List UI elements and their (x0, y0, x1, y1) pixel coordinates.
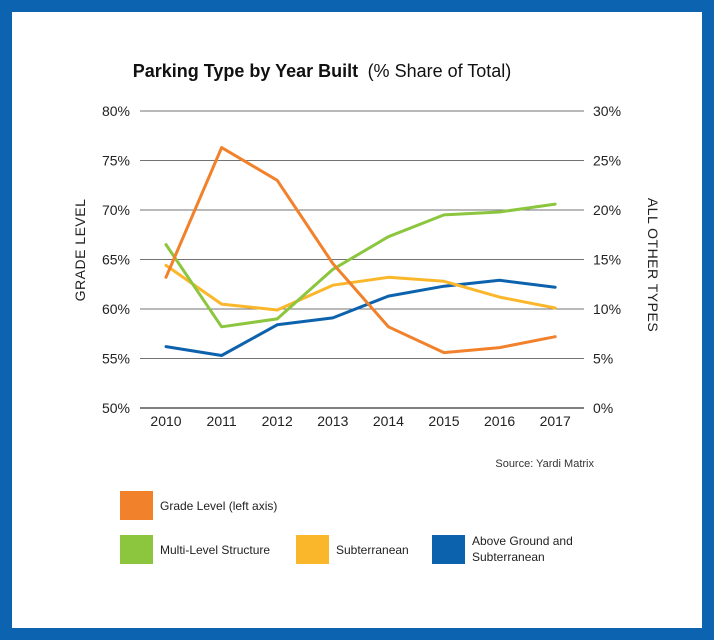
left-tick-label: 50% (102, 400, 130, 416)
right-tick-label: 15% (593, 252, 621, 268)
legend-swatch (296, 535, 329, 564)
left-tick-label: 80% (102, 103, 130, 119)
right-axis-label: ALL OTHER TYPES (645, 198, 661, 332)
legend-swatch (120, 535, 153, 564)
x-tick-label: 2015 (428, 413, 459, 429)
legend-label: Grade Level (left axis) (160, 499, 277, 513)
x-tick-label: 2011 (207, 413, 237, 429)
left-tick-label: 55% (102, 351, 130, 367)
right-tick-label: 0% (593, 400, 613, 416)
right-tick-label: 25% (593, 153, 621, 169)
series-lines (164, 146, 557, 357)
legend-label: Multi-Level Structure (160, 543, 270, 557)
x-tick-label: 2013 (317, 413, 348, 429)
legend-label: Subterranean (336, 543, 409, 557)
legend-label: Above Ground and (472, 534, 573, 548)
x-tick-label: 2014 (373, 413, 404, 429)
left-tick-label: 75% (102, 153, 130, 169)
left-axis-ticks: 80% 75% 70% 65% 60% 55% 50% (102, 103, 130, 416)
chart-subtitle: (% Share of Total) (368, 61, 512, 81)
x-tick-label: 2017 (540, 413, 571, 429)
series-line-subterranean (164, 263, 557, 312)
right-tick-label: 5% (593, 351, 613, 367)
left-tick-label: 65% (102, 252, 130, 268)
chart-title-group: Parking Type by Year Built (% Share of T… (133, 61, 512, 81)
right-tick-label: 30% (593, 103, 621, 119)
x-tick-label: 2012 (262, 413, 293, 429)
x-tick-label: 2016 (484, 413, 515, 429)
gridlines (140, 110, 584, 409)
right-axis-ticks: 30% 25% 20% 15% 10% 5% 0% (593, 103, 621, 416)
series-line-grade-level-left-axis (164, 146, 557, 355)
left-axis-label: GRADE LEVEL (72, 199, 88, 302)
legend-swatch (432, 535, 465, 564)
series-line-above-ground-and-subterranean (164, 278, 557, 357)
x-axis-ticks: 2010 2011 2012 2013 2014 2015 2016 2017 (150, 413, 571, 429)
source-note: Source: Yardi Matrix (495, 458, 594, 470)
chart-title: Parking Type by Year Built (133, 61, 358, 81)
left-tick-label: 60% (102, 301, 130, 317)
legend: Grade Level (left axis) Multi-Level Struc… (120, 491, 573, 564)
right-tick-label: 20% (593, 202, 621, 218)
x-tick-label: 2010 (150, 413, 181, 429)
right-tick-label: 10% (593, 301, 621, 317)
series-line-multi-level-structure (164, 202, 557, 329)
legend-label: Subterranean (472, 550, 545, 564)
left-tick-label: 70% (102, 202, 130, 218)
legend-swatch (120, 491, 153, 520)
